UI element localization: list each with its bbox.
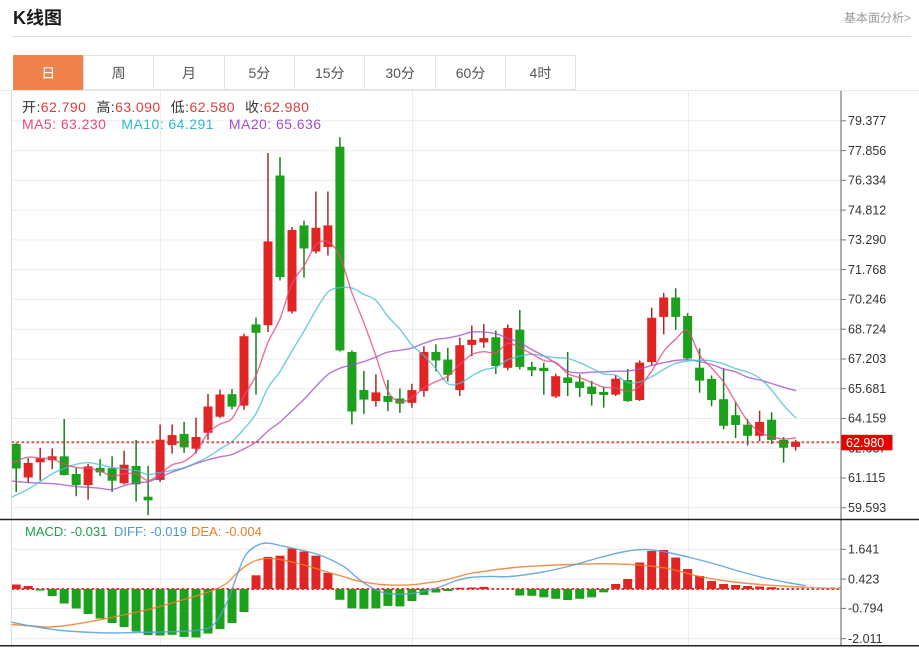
svg-text:0.423: 0.423: [848, 572, 879, 586]
svg-text:65.681: 65.681: [848, 382, 886, 396]
svg-text:-0.794: -0.794: [848, 602, 883, 616]
svg-text:-2.011: -2.011: [848, 632, 883, 646]
svg-text:61.115: 61.115: [848, 471, 885, 485]
svg-text:59.593: 59.593: [848, 501, 886, 515]
svg-text:71.768: 71.768: [848, 263, 886, 277]
svg-text:76.334: 76.334: [848, 174, 886, 188]
svg-text:DEA: -0.004: DEA: -0.004: [191, 524, 262, 539]
svg-text:DIFF: -0.019: DIFF: -0.019: [114, 524, 187, 539]
svg-text:68.724: 68.724: [848, 322, 886, 336]
svg-text:73.290: 73.290: [848, 233, 886, 247]
svg-text:79.377: 79.377: [848, 114, 886, 128]
svg-text:67.203: 67.203: [848, 352, 886, 366]
svg-text:MACD: -0.031: MACD: -0.031: [25, 524, 107, 539]
svg-text:74.812: 74.812: [848, 203, 886, 217]
svg-text:70.246: 70.246: [848, 293, 886, 307]
svg-text:62.980: 62.980: [846, 436, 884, 450]
svg-text:1.641: 1.641: [848, 543, 879, 557]
svg-text:77.856: 77.856: [848, 144, 886, 158]
svg-text:64.159: 64.159: [848, 412, 886, 426]
